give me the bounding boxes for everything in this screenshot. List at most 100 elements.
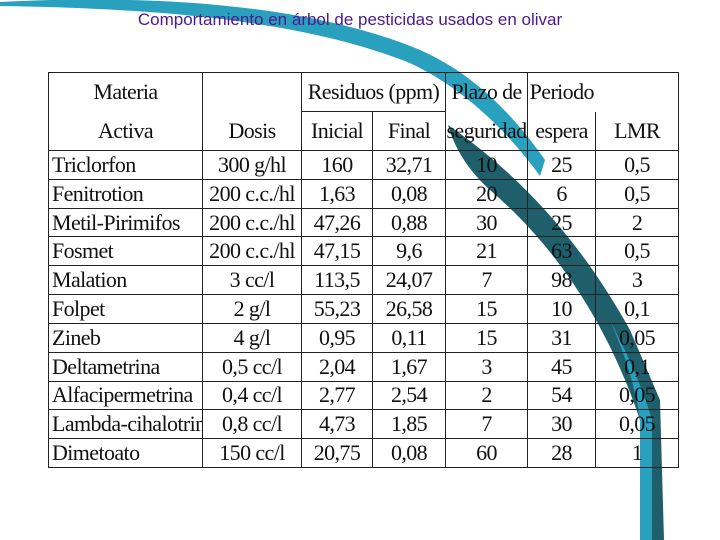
table-row: Alfacipermetrina 0,4 cc/l 2,77 2,54 2 54 0,05 — [48, 380, 680, 411]
table-row: Metil-Pirimifos 200 c.c./hl 47,26 0,88 30 25 2 — [48, 207, 680, 238]
cell-dosis: 150 cc/l — [202, 438, 302, 468]
cell-periodo-espera: 30 — [527, 409, 597, 440]
header-activa: Activa — [48, 111, 203, 151]
cell-materia-activa: Fosmet — [48, 236, 203, 267]
header-inicial: Inicial — [301, 111, 373, 151]
cell-materia-activa: Zineb — [48, 322, 203, 353]
cell-plazo-seguridad: 3 — [445, 351, 529, 382]
cell-plazo-seguridad: 15 — [445, 322, 529, 353]
cell-residuo-inicial: 4,73 — [301, 409, 373, 440]
cell-materia-activa: Metil-Pirimifos — [48, 207, 203, 238]
header-lmr: LMR — [595, 111, 680, 151]
cell-materia-activa: Lambda-cihalotrin — [48, 409, 203, 440]
cell-residuo-inicial: 2,04 — [301, 351, 373, 382]
cell-materia-activa: Alfacipermetrina — [48, 380, 203, 411]
cell-residuo-final: 0,08 — [371, 178, 447, 209]
cell-residuo-inicial: 47,26 — [301, 207, 373, 238]
table-row: Folpet 2 g/l 55,23 26,58 15 10 0,1 — [48, 294, 680, 324]
cell-lmr: 0,5 — [595, 150, 680, 180]
cell-dosis: 300 g/hl — [202, 150, 302, 180]
cell-lmr: 0,05 — [595, 322, 680, 353]
table-row: Fenitrotion 200 c.c./hl 1,63 0,08 20 6 0,5 — [48, 178, 680, 209]
cell-plazo-seguridad: 15 — [445, 294, 529, 324]
cell-dosis: 200 c.c./hl — [202, 207, 302, 238]
cell-dosis: 0,8 cc/l — [202, 409, 302, 440]
table-row: Dimetoato 150 cc/l 20,75 0,08 60 28 1 — [48, 438, 680, 468]
cell-periodo-espera: 54 — [527, 380, 597, 411]
header-blank-lmr — [595, 72, 680, 112]
cell-materia-activa: Folpet — [48, 294, 203, 324]
pesticide-table-container: Materia Residuos (ppm) Plazo de Periodo … — [48, 72, 680, 468]
cell-lmr: 0,5 — [595, 178, 680, 209]
cell-dosis: 0,4 cc/l — [202, 380, 302, 411]
header-row-1: Materia Residuos (ppm) Plazo de Periodo — [48, 72, 680, 112]
table-row: Zineb 4 g/l 0,95 0,11 15 31 0,05 — [48, 322, 680, 353]
cell-dosis: 3 cc/l — [202, 265, 302, 296]
cell-lmr: 2 — [595, 207, 680, 238]
header-materia: Materia — [48, 72, 203, 112]
cell-residuo-final: 2,54 — [371, 380, 447, 411]
table-row: Deltametrina 0,5 cc/l 2,04 1,67 3 45 0,1 — [48, 351, 680, 382]
header-periodo: Periodo — [527, 72, 596, 112]
cell-plazo-seguridad: 30 — [445, 207, 529, 238]
page-title: Comportamiento en árbol de pesticidas us… — [137, 10, 563, 29]
cell-residuo-final: 0,08 — [371, 438, 447, 468]
table-row: Lambda-cihalotrin 0,8 cc/l 4,73 1,85 7 30 0,05 — [48, 409, 680, 440]
cell-plazo-seguridad: 20 — [445, 178, 529, 209]
cell-periodo-espera: 25 — [527, 150, 597, 180]
table-row: Malation 3 cc/l 113,5 24,07 7 98 3 — [48, 265, 680, 296]
cell-residuo-inicial: 160 — [301, 150, 373, 180]
pesticide-residue-table: Materia Residuos (ppm) Plazo de Periodo … — [48, 72, 680, 468]
table-row: Fosmet 200 c.c./hl 47,15 9,6 21 63 0,5 — [48, 236, 680, 267]
cell-plazo-seguridad: 2 — [445, 380, 529, 411]
cell-lmr: 3 — [595, 265, 680, 296]
cell-dosis: 200 c.c./hl — [202, 178, 302, 209]
cell-plazo-seguridad: 21 — [445, 236, 529, 267]
cell-residuo-inicial: 1,63 — [301, 178, 373, 209]
cell-residuo-final: 1,85 — [371, 409, 447, 440]
cell-plazo-seguridad: 7 — [445, 265, 529, 296]
cell-dosis: 2 g/l — [202, 294, 302, 324]
cell-lmr: 0,05 — [595, 409, 680, 440]
table-row: Triclorfon 300 g/hl 160 32,71 10 25 0,5 — [48, 150, 680, 180]
cell-periodo-espera: 25 — [527, 207, 597, 238]
cell-periodo-espera: 98 — [527, 265, 597, 296]
cell-dosis: 4 g/l — [202, 322, 302, 353]
cell-residuo-inicial: 0,95 — [301, 322, 373, 353]
header-final: Final — [371, 111, 447, 151]
cell-lmr: 0,1 — [595, 294, 680, 324]
cell-plazo-seguridad: 60 — [445, 438, 529, 468]
header-blank-dosis — [202, 72, 302, 112]
cell-residuo-inicial: 20,75 — [301, 438, 373, 468]
cell-residuo-inicial: 55,23 — [301, 294, 373, 324]
header-seguridad: seguridad — [445, 111, 529, 151]
cell-materia-activa: Dimetoato — [48, 438, 203, 468]
cell-residuo-final: 9,6 — [371, 236, 447, 267]
cell-periodo-espera: 6 — [527, 178, 597, 209]
cell-materia-activa: Triclorfon — [48, 150, 203, 180]
header-row-2: Activa Dosis Inicial Final seguridad esp… — [48, 111, 680, 151]
cell-materia-activa: Deltametrina — [48, 351, 203, 382]
cell-residuo-final: 1,67 — [371, 351, 447, 382]
cell-lmr: 0,1 — [595, 351, 680, 382]
cell-periodo-espera: 31 — [527, 322, 597, 353]
cell-residuo-final: 32,71 — [371, 150, 447, 180]
header-espera: espera — [527, 111, 597, 151]
cell-residuo-inicial: 113,5 — [301, 265, 373, 296]
header-plazo: Plazo de — [445, 72, 529, 112]
cell-dosis: 200 c.c./hl — [202, 236, 302, 267]
header-residuos: Residuos (ppm) — [300, 72, 447, 112]
cell-residuo-final: 24,07 — [371, 265, 447, 296]
header-dosis: Dosis — [202, 111, 302, 151]
cell-lmr: 0,05 — [595, 380, 680, 411]
cell-residuo-inicial: 47,15 — [301, 236, 373, 267]
cell-lmr: 0,5 — [595, 236, 680, 267]
cell-dosis: 0,5 cc/l — [202, 351, 302, 382]
cell-plazo-seguridad: 7 — [445, 409, 529, 440]
cell-periodo-espera: 10 — [527, 294, 597, 324]
cell-periodo-espera: 63 — [527, 236, 597, 267]
cell-lmr: 1 — [595, 438, 680, 468]
cell-residuo-final: 26,58 — [371, 294, 447, 324]
cell-residuo-final: 0,11 — [371, 322, 447, 353]
cell-materia-activa: Fenitrotion — [48, 178, 203, 209]
